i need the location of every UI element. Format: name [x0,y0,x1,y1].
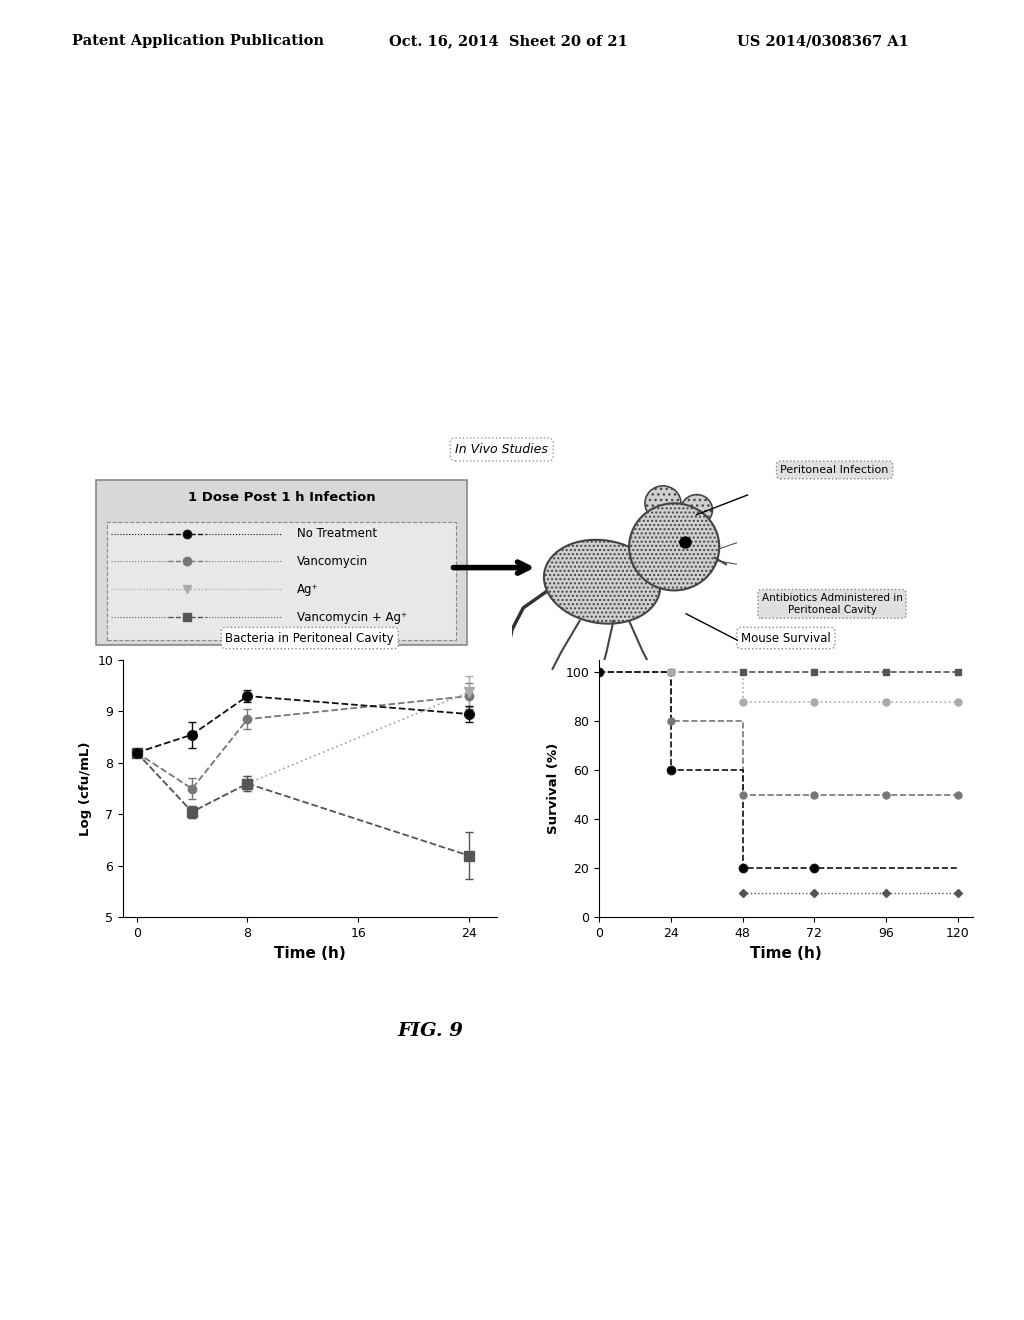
Text: Vancomycin + Ag⁺: Vancomycin + Ag⁺ [297,611,407,624]
Text: Vancomycin: Vancomycin [297,554,368,568]
Y-axis label: Survival (%): Survival (%) [547,743,560,834]
Text: Ag⁺: Ag⁺ [297,583,318,595]
Text: Patent Application Publication: Patent Application Publication [72,34,324,49]
X-axis label: Time (h): Time (h) [273,945,346,961]
X-axis label: Time (h): Time (h) [750,945,822,961]
Text: 1 Dose Post 1 h Infection: 1 Dose Post 1 h Infection [187,491,376,504]
Text: Bacteria in Peritoneal Cavity: Bacteria in Peritoneal Cavity [225,631,394,644]
Circle shape [681,495,713,525]
FancyBboxPatch shape [96,479,467,645]
Text: No Treatment: No Treatment [297,527,377,540]
Text: In Vivo Studies: In Vivo Studies [456,444,548,455]
FancyBboxPatch shape [108,521,456,640]
Text: Mouse Survival: Mouse Survival [741,631,830,644]
Ellipse shape [544,540,660,623]
Text: Antibiotics Administered in
Peritoneal Cavity: Antibiotics Administered in Peritoneal C… [762,593,902,615]
Circle shape [645,486,681,520]
Text: Peritoneal Infection: Peritoneal Infection [780,465,889,475]
Circle shape [629,503,719,590]
Text: US 2014/0308367 A1: US 2014/0308367 A1 [737,34,909,49]
Y-axis label: Log (cfu/mL): Log (cfu/mL) [79,742,92,836]
Circle shape [680,537,691,548]
Text: FIG. 9: FIG. 9 [397,1022,463,1040]
Text: Oct. 16, 2014  Sheet 20 of 21: Oct. 16, 2014 Sheet 20 of 21 [389,34,628,49]
